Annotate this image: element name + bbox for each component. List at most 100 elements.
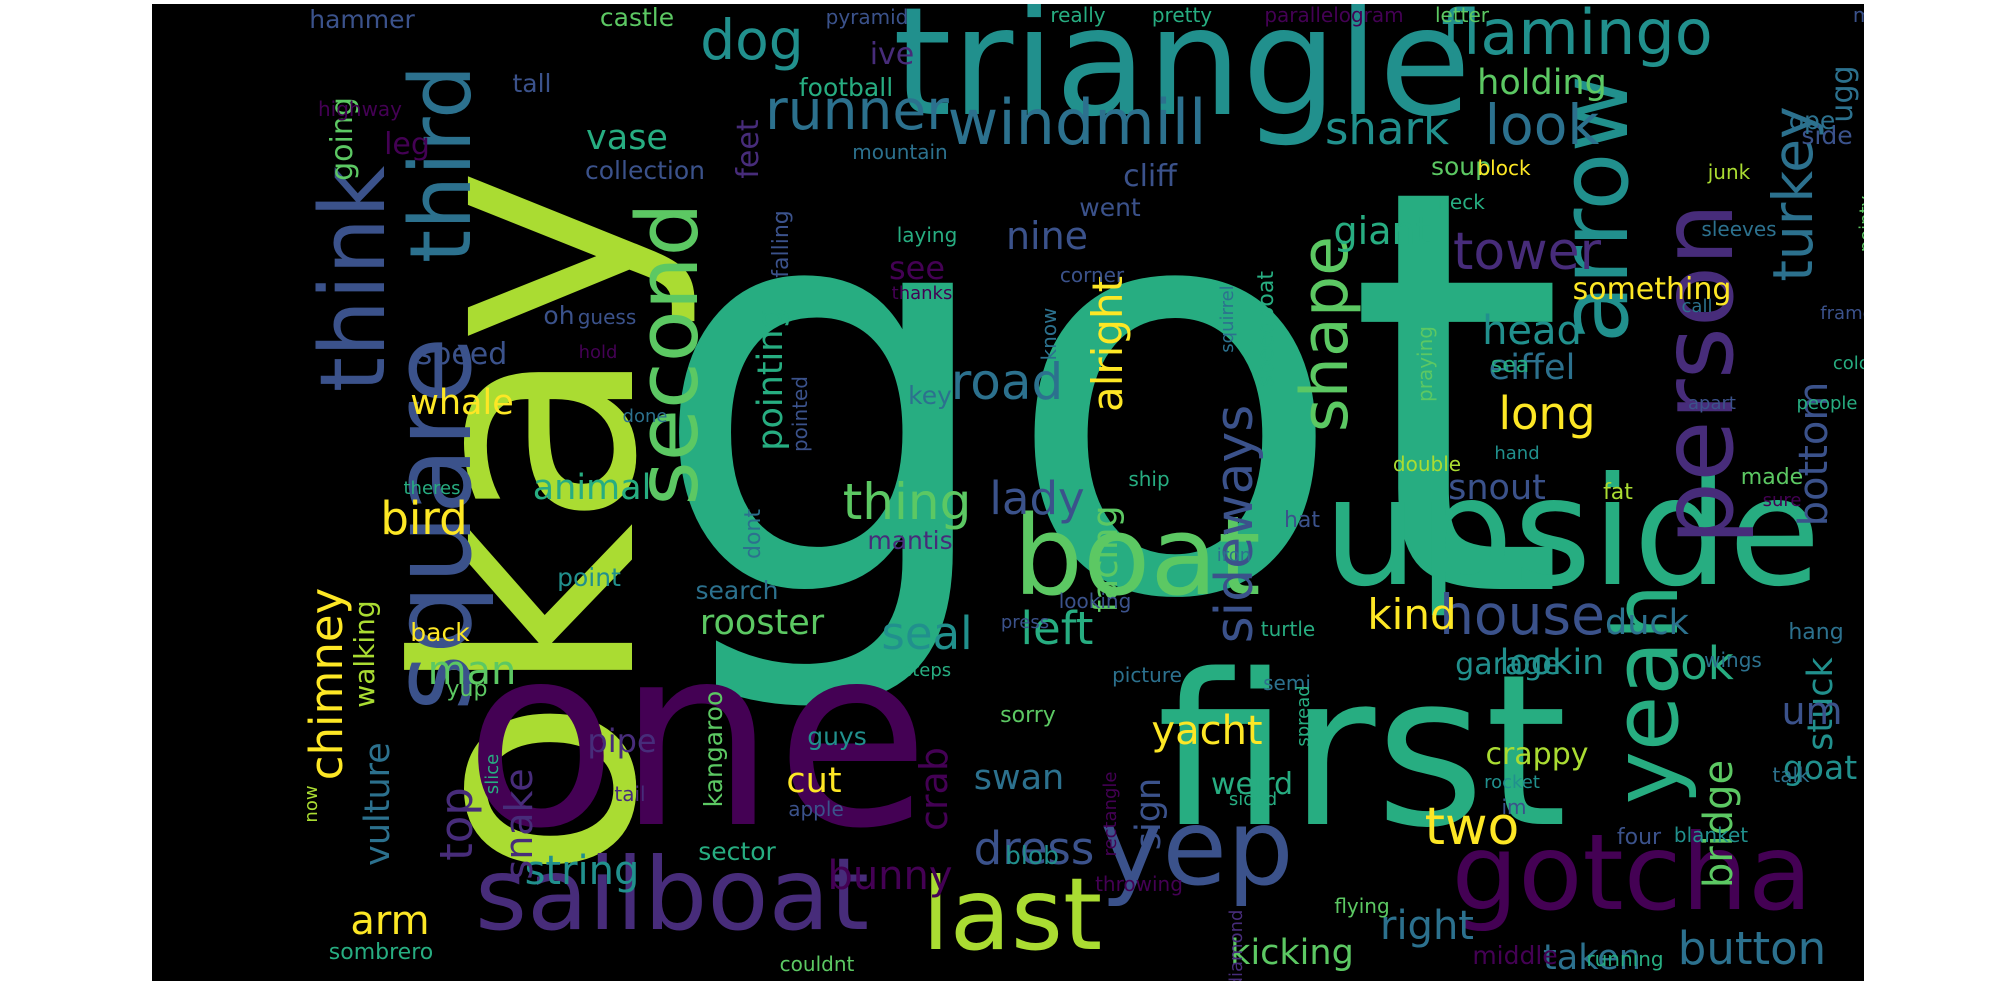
word-people: people [1796, 393, 1857, 414]
word-weird: weird [1211, 767, 1293, 802]
word-whale: whale [410, 383, 514, 423]
word-ship: ship [1128, 467, 1169, 491]
word-yep: yep [1100, 787, 1293, 909]
word-chimney: chimney [300, 588, 353, 780]
word-hammer: hammer [309, 5, 415, 34]
word-triangle: triangle [893, 4, 1471, 150]
word-second: second [619, 202, 718, 505]
word-really: really [1050, 4, 1105, 27]
word-talk: talk [1772, 763, 1810, 787]
word-done: done [623, 406, 668, 427]
word-square: square [368, 337, 496, 712]
word-nine: nine [1006, 214, 1088, 258]
word-think: think [301, 166, 406, 393]
word-kangaroo: kangaroo [699, 691, 728, 808]
word-swan: swan [974, 758, 1065, 798]
word-facing: facing [1086, 505, 1126, 612]
word-vulture: vulture [358, 742, 398, 866]
word-button: button [1678, 922, 1826, 975]
word-seal: seal [881, 607, 972, 660]
word-im: im [1501, 795, 1526, 819]
word-first: first [1157, 629, 1567, 874]
word-guess: guess [578, 305, 637, 329]
word-press: press [1001, 612, 1049, 633]
word-theres: theres [404, 478, 461, 499]
word-lady: lady [989, 472, 1084, 525]
word-sailboat: sailboat [475, 836, 869, 953]
word-letter: letter [1435, 4, 1490, 27]
word-bridge: bridge [1696, 760, 1742, 888]
word-going: going [325, 97, 360, 181]
word-bunny: bunny [827, 853, 952, 899]
word-something: something [1573, 272, 1732, 307]
word-see: see [889, 249, 945, 287]
word-apple: apple [788, 797, 844, 821]
word-leg: leg [384, 127, 430, 162]
word-taken: taken [1543, 938, 1641, 978]
word-key: key [908, 381, 952, 410]
word-might: might [1853, 4, 1864, 27]
word-yup: yup [447, 677, 488, 702]
word-speed: speed [417, 337, 508, 372]
word-spread: spread [1293, 685, 1314, 746]
word-long: long [1498, 387, 1595, 440]
word-throwing: throwing [1095, 872, 1183, 896]
word-dont: dont [741, 509, 766, 559]
word-picture: picture [1112, 663, 1182, 687]
word-got: got [648, 70, 1566, 722]
word-mantis: mantis [867, 526, 952, 555]
word-double: double [1393, 452, 1461, 476]
word-pointy: pointy [1856, 195, 1864, 252]
word-search: search [695, 576, 778, 605]
word-yeah: yeah [1594, 584, 1699, 805]
word-iron: iron [1217, 545, 1251, 566]
word-parallelogram: parallelogram [1264, 4, 1403, 27]
word-turtle: turtle [1261, 617, 1315, 641]
word-slice: slice [482, 754, 503, 794]
word-third: third [392, 65, 491, 263]
word-hat: hat [1284, 508, 1320, 533]
word-ive: ive [870, 37, 915, 72]
word-one: one [464, 592, 929, 883]
word-sided: sided [1229, 789, 1277, 810]
word-road: road [951, 353, 1063, 411]
word-rocket: rocket [1484, 772, 1540, 793]
word-duck: duck [1605, 603, 1690, 643]
word-back: back [410, 618, 470, 647]
word-bird: bird [380, 492, 467, 545]
word-holding: holding [1477, 63, 1607, 103]
word-thing: thing [843, 473, 972, 531]
word-crappy: crappy [1485, 737, 1588, 772]
word-couldnt: couldnt [780, 952, 855, 976]
word-semi: semi [1263, 671, 1311, 695]
word-steps: steps [903, 660, 951, 681]
word-runner: runner [765, 78, 949, 142]
word-soup: soup [1431, 152, 1491, 181]
word-two: two [1425, 797, 1520, 857]
word-cut: cut [786, 761, 841, 801]
word-now: now [301, 785, 322, 822]
word-snout: snout [1448, 468, 1546, 508]
word-pointing: pointing [751, 307, 791, 450]
word-running: running [1586, 947, 1663, 971]
word-went: went [1079, 193, 1141, 222]
word-lookin: lookin [1500, 643, 1605, 683]
word-boat: boat [1013, 492, 1261, 620]
word-bottom: bottom [1791, 382, 1837, 527]
word-ugg: ugg [1825, 65, 1860, 122]
word-giant: giant [1334, 209, 1431, 253]
word-hold: hold [579, 342, 618, 363]
word-right: right [1380, 903, 1474, 949]
word-squirrel: squirrel [1217, 285, 1238, 352]
word-junk: junk [1707, 160, 1751, 184]
word-snake: snake [497, 768, 541, 879]
word-eiffel: eiffel [1489, 348, 1576, 388]
word-tall: tall [512, 69, 551, 98]
word-goat: goat [1783, 748, 1857, 787]
word-upside: upside [1323, 446, 1821, 620]
word-sign: sign [1129, 778, 1169, 850]
word-pointed: pointed [788, 376, 812, 452]
word-pretty: pretty [1152, 4, 1212, 27]
word-highway: highway [318, 97, 402, 121]
